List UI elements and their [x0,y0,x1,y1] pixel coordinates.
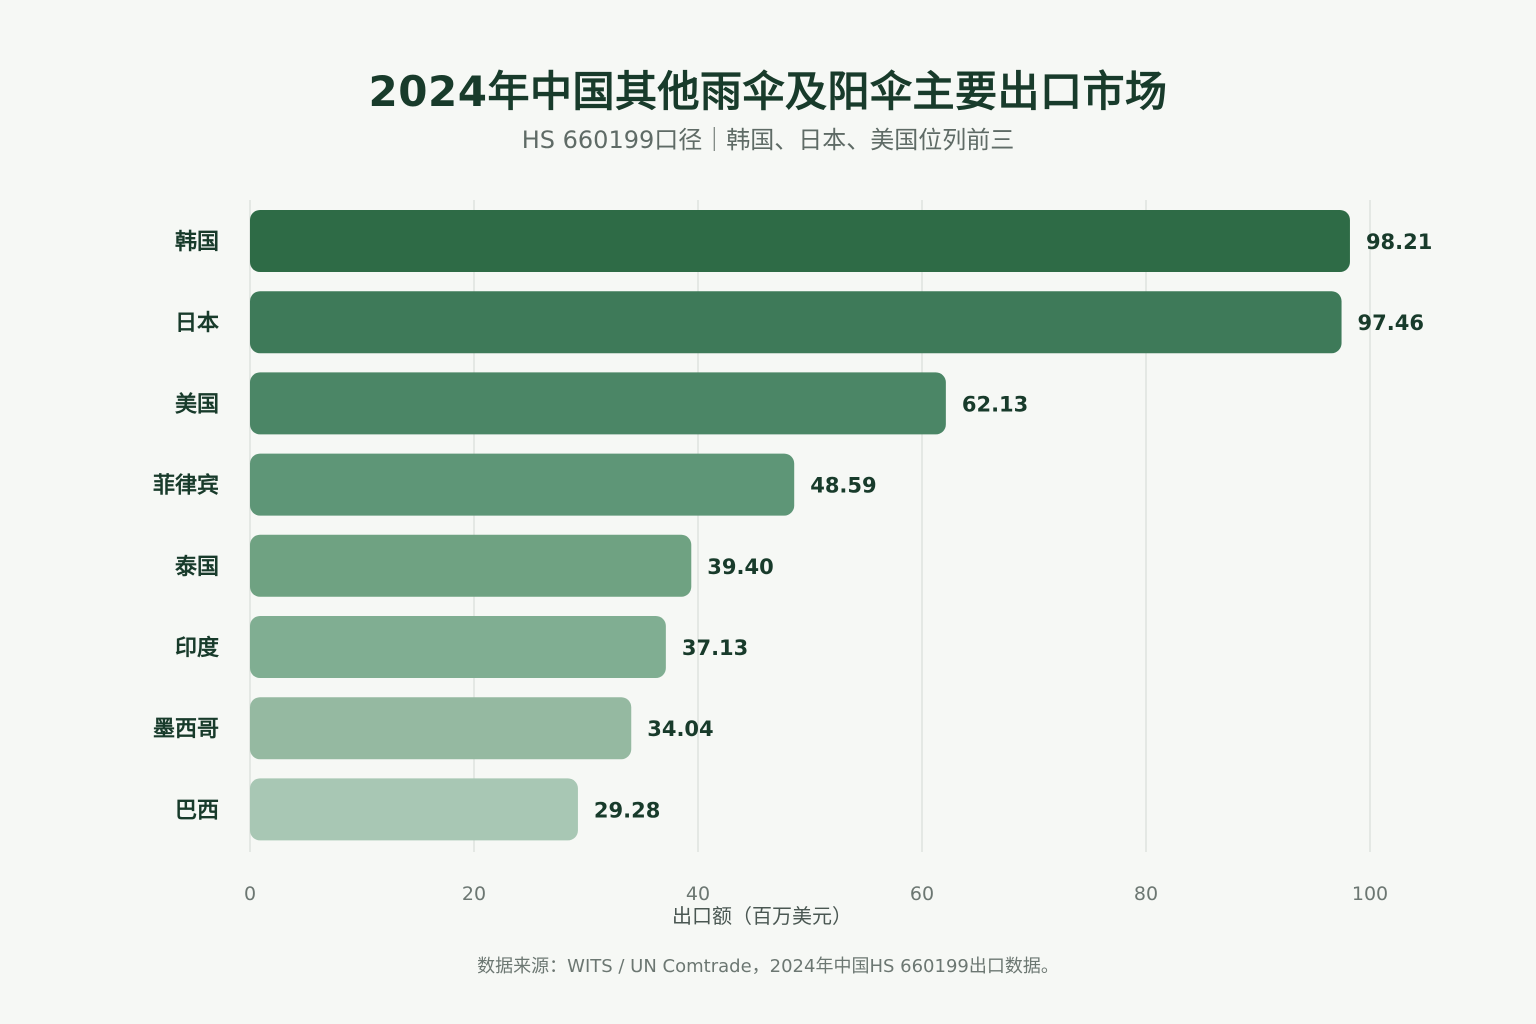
bar [250,291,1342,354]
chart-subtitle: HS 660199口径｜韩国、日本、美国位列前三 [521,126,1015,154]
category-label: 墨西哥 [153,717,219,742]
x-axis-title: 出口额（百万美元） [672,904,852,928]
category-label: 美国 [175,391,219,417]
chart-title: 2024年中国其他雨伞及阳伞主要出口市场 [368,67,1168,116]
value-label: 48.59 [810,474,876,498]
value-label: 97.46 [1358,311,1424,335]
value-label: 62.13 [962,392,1028,416]
x-tick-label: 40 [686,883,710,905]
bar [250,697,632,760]
x-tick-label: 80 [1134,883,1158,905]
category-label: 印度 [175,635,220,661]
value-label: 98.21 [1366,230,1432,254]
bar [250,210,1350,272]
bar [250,616,666,678]
category-label: 韩国 [175,229,219,255]
category-label: 泰国 [174,555,219,580]
x-tick-label: 60 [910,883,934,905]
category-label: 菲律宾 [153,473,219,499]
bar [250,778,578,841]
x-axis-ticks: 0 20 40 60 80 100 [244,883,1388,905]
value-label: 34.04 [647,717,713,741]
bar [250,453,795,516]
x-tick-label: 20 [462,883,486,905]
source-note: 数据来源：WITS / UN Comtrade，2024年中国HS 660199… [477,956,1059,977]
category-label: 巴西 [175,798,219,823]
value-labels: 98.21 97.46 62.13 48.59 39.40 37.13 34.04 29.28 [594,230,1432,822]
x-tick-label: 0 [244,883,256,905]
bar [250,534,692,597]
bar [250,372,946,435]
x-tick-label: 100 [1352,883,1388,905]
bars [250,210,1350,841]
value-label: 29.28 [594,798,660,822]
value-label: 37.13 [682,636,748,660]
value-label: 39.40 [707,555,773,579]
category-label: 日本 [175,311,219,336]
